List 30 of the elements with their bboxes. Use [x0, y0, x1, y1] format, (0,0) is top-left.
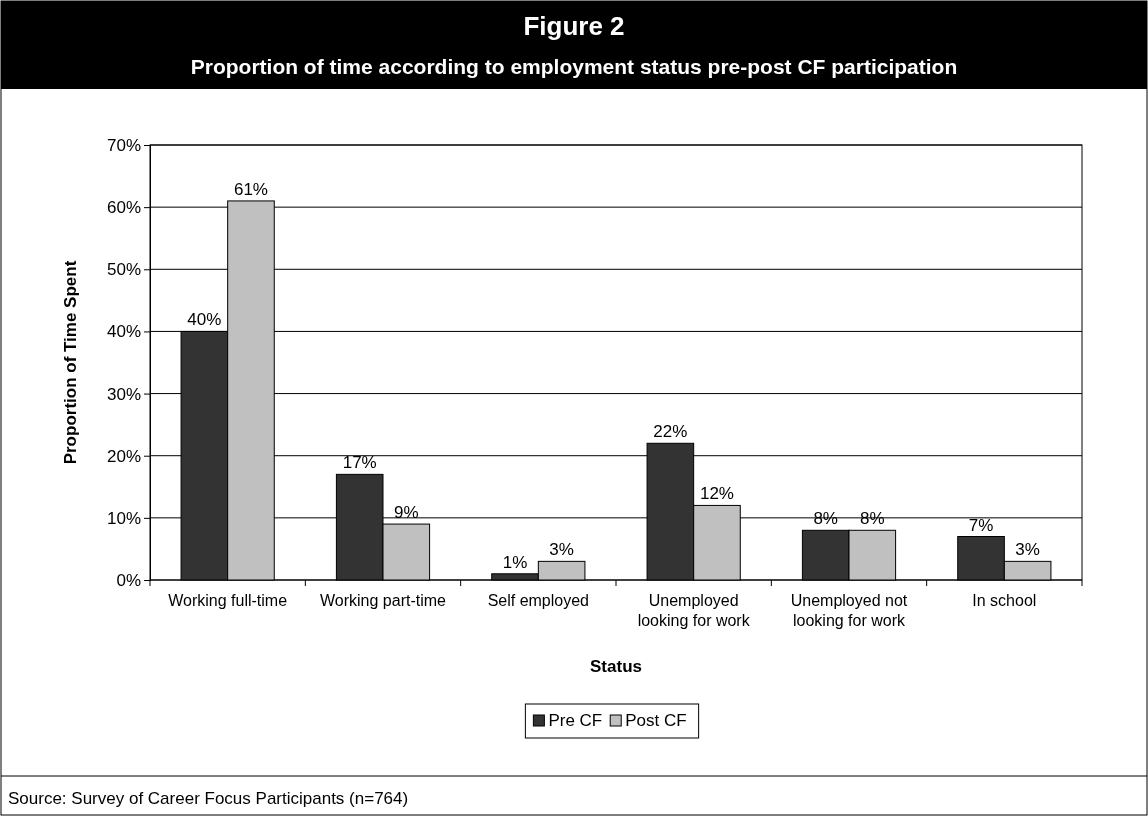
text: 12% [699, 484, 734, 504]
chart-title: Figure 2 [523, 11, 625, 41]
text: 22% [653, 422, 688, 442]
text: 40% [187, 310, 222, 330]
text: 61% [233, 179, 268, 199]
y-tick-label: 40% [106, 322, 141, 342]
y-tick-label: 20% [106, 446, 141, 466]
y-tick-label: 60% [106, 198, 141, 218]
legend-label: Post CF [625, 711, 687, 730]
y-axis-title: Proportion of Time Spent [61, 260, 80, 465]
y-tick-label: 0% [116, 570, 141, 590]
text: 3% [1015, 540, 1040, 560]
y-tick-label: 70% [106, 135, 141, 155]
x-tick-label: In school [972, 592, 1037, 609]
source-note: Source: Survey of Career Focus Participants (n=764) [8, 789, 409, 808]
x-tick-label: Working full-time [168, 592, 288, 609]
x-tick-label: Working part-time [320, 592, 447, 609]
y-tick-label: 10% [106, 508, 141, 528]
legend-label: Pre CF [548, 711, 603, 730]
x-tick-label: Unemployed looking for work [637, 592, 751, 629]
x-tick-label: Self employed [487, 592, 590, 609]
x-axis-title: Status [590, 657, 642, 676]
y-tick-label: 30% [106, 384, 141, 404]
y-tick-label: 50% [106, 260, 141, 280]
text: 7% [968, 515, 994, 535]
text: 3% [549, 540, 574, 560]
text: 1% [502, 552, 528, 572]
chart-subtitle: Proportion of time according to employment status pre-post CF participation [190, 55, 958, 78]
text: 17% [342, 453, 377, 473]
x-tick-label: Unemployed not looking for work [790, 592, 908, 629]
